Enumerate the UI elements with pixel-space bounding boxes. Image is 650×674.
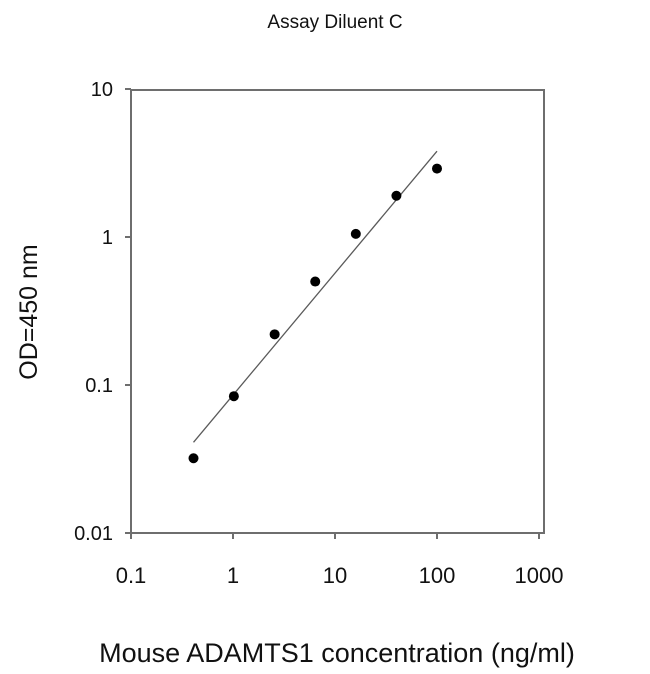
chart-title: Assay Diluent C <box>267 12 402 33</box>
y-axis: 0.01 0.1 1 10 <box>74 79 131 545</box>
data-point <box>269 329 280 340</box>
data-point <box>228 391 239 402</box>
y-tick-label: 0.1 <box>85 375 113 397</box>
x-tick-label: 10 <box>323 563 347 588</box>
y-tick-label: 10 <box>91 79 113 101</box>
x-tick-label: 1000 <box>515 563 564 588</box>
x-tick-label: 1 <box>227 563 239 588</box>
data-point <box>350 228 361 239</box>
x-tick-label: 0.1 <box>116 563 147 588</box>
x-axis: 0.1 1 10 100 1000 <box>116 533 564 588</box>
y-axis-label: OD=450 nm <box>15 244 43 380</box>
data-points <box>188 163 442 464</box>
y-tick-label: 1 <box>102 227 113 249</box>
data-point <box>188 453 199 464</box>
x-axis-label: Mouse ADAMTS1 concentration (ng/ml) <box>99 638 575 668</box>
data-point <box>391 190 402 201</box>
y-tick-label: 0.01 <box>74 523 113 545</box>
data-point <box>310 276 321 287</box>
data-point <box>432 163 442 174</box>
x-tick-label: 100 <box>419 563 456 588</box>
plot-frame <box>130 89 545 534</box>
